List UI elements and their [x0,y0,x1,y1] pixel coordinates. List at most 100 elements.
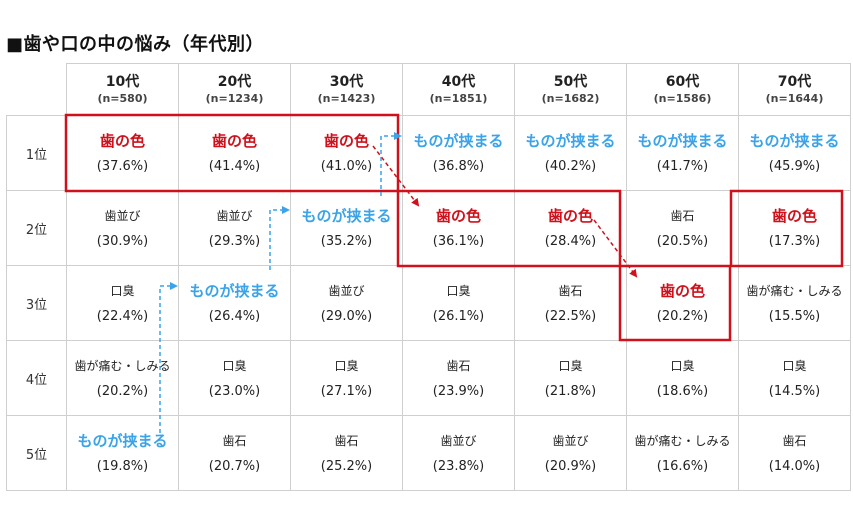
cell-20s: 歯並び (29.3%) [178,190,291,266]
concern-label: 歯の色 [771,206,817,225]
concern-label: 歯が痛む・しみる [634,433,731,448]
age-label: 50代 [553,73,588,90]
ranking-body: 1位 歯の色 (37.6%) 歯の色 (41.4%) 歯の色 (41.0%) ものが挟まる (3… [6,115,851,491]
age-label: 60代 [665,73,700,90]
column-header-10s: 10代 (n=580) [66,63,179,116]
percentage-value: (29.3%) [208,233,261,249]
cell-40s: 歯並び (23.8%) [402,415,515,491]
cell-30s: 歯の色 (41.0%) [290,115,403,191]
cell-40s: ものが挟まる (36.8%) [402,115,515,191]
percentage-value: (36.1%) [432,233,485,249]
cell-50s: 歯並び (20.9%) [514,415,627,491]
cell-30s: 歯並び (29.0%) [290,265,403,341]
concern-label: 歯石 [446,358,471,373]
sample-size: (n=1851) [429,91,488,105]
rank-label: 4位 [6,340,67,416]
percentage-value: (17.3%) [768,233,821,249]
sample-size: (n=580) [97,91,148,105]
cell-40s: 歯の色 (36.1%) [402,190,515,266]
percentage-value: (20.9%) [544,458,597,474]
cell-50s: 歯の色 (28.4%) [514,190,627,266]
cell-60s: ものが挟まる (41.7%) [626,115,739,191]
concern-label: ものが挟まる [525,131,616,150]
cell-50s: 歯石 (22.5%) [514,265,627,341]
percentage-value: (15.5%) [768,308,821,324]
concern-label: 歯石 [558,283,583,298]
cell-60s: 口臭 (18.6%) [626,340,739,416]
concern-label: 歯並び [552,433,589,448]
cell-70s: 歯が痛む・しみる (15.5%) [738,265,851,341]
age-label: 30代 [329,73,364,90]
concern-label: ものが挟まる [749,131,840,150]
cell-60s: 歯石 (20.5%) [626,190,739,266]
percentage-value: (23.9%) [432,383,485,399]
concern-label: 歯の色 [99,131,145,150]
rank-row: 1位 歯の色 (37.6%) 歯の色 (41.4%) 歯の色 (41.0%) ものが挟まる (3… [6,115,851,191]
cell-50s: ものが挟まる (40.2%) [514,115,627,191]
cell-10s: 歯並び (30.9%) [66,190,179,266]
cell-30s: 歯石 (25.2%) [290,415,403,491]
concern-label: 口臭 [446,283,471,298]
percentage-value: (26.1%) [432,308,485,324]
percentage-value: (18.6%) [656,383,709,399]
ranking-table: 10代 (n=580) 20代 (n=1234) 30代 (n=1423) 40代 (n… [6,63,851,491]
concern-label: 口臭 [670,358,695,373]
column-header-50s: 50代 (n=1682) [514,63,627,116]
concern-label: 歯石 [334,433,359,448]
rank-label: 2位 [6,190,67,266]
page-title: ■歯や口の中の悩み（年代別） [6,34,265,55]
age-label: 70代 [777,73,812,90]
percentage-value: (22.4%) [96,308,149,324]
cell-50s: 口臭 (21.8%) [514,340,627,416]
concern-label: 歯が痛む・しみる [746,283,843,298]
rank-row: 3位 口臭 (22.4%) ものが挟まる (26.4%) 歯並び (29.0%) 口臭 (26.… [6,265,851,341]
sample-size: (n=1234) [205,91,264,105]
percentage-value: (25.2%) [320,458,373,474]
sample-size: (n=1682) [541,91,600,105]
concern-label: 歯並び [104,208,141,223]
corner-cell [6,63,67,116]
percentage-value: (20.7%) [208,458,261,474]
cell-20s: 歯石 (20.7%) [178,415,291,491]
concern-label: 歯の色 [435,206,481,225]
age-label: 40代 [441,73,476,90]
concern-label: 口臭 [558,358,583,373]
percentage-value: (41.0%) [320,158,373,174]
cell-60s: 歯の色 (20.2%) [626,265,739,341]
concern-label: 口臭 [782,358,807,373]
header-row: 10代 (n=580) 20代 (n=1234) 30代 (n=1423) 40代 (n… [6,63,851,116]
sample-size: (n=1586) [653,91,712,105]
column-header-60s: 60代 (n=1586) [626,63,739,116]
cell-60s: 歯が痛む・しみる (16.6%) [626,415,739,491]
age-label: 20代 [217,73,252,90]
percentage-value: (14.0%) [768,458,821,474]
rank-row: 5位 ものが挟まる (19.8%) 歯石 (20.7%) 歯石 (25.2%) 歯並び (23.… [6,415,851,491]
rank-label: 3位 [6,265,67,341]
percentage-value: (27.1%) [320,383,373,399]
concern-label: 歯石 [782,433,807,448]
percentage-value: (21.8%) [544,383,597,399]
cell-20s: 歯の色 (41.4%) [178,115,291,191]
cell-40s: 歯石 (23.9%) [402,340,515,416]
cell-40s: 口臭 (26.1%) [402,265,515,341]
percentage-value: (19.8%) [96,458,149,474]
percentage-value: (45.9%) [768,158,821,174]
concern-label: ものが挟まる [77,431,168,450]
cell-30s: ものが挟まる (35.2%) [290,190,403,266]
concern-label: 口臭 [334,358,359,373]
percentage-value: (28.4%) [544,233,597,249]
cell-70s: 歯の色 (17.3%) [738,190,851,266]
concern-label: ものが挟まる [637,131,728,150]
percentage-value: (41.7%) [656,158,709,174]
rank-row: 2位 歯並び (30.9%) 歯並び (29.3%) ものが挟まる (35.2%) 歯の色 (3… [6,190,851,266]
concern-label: 歯の色 [659,281,705,300]
percentage-value: (37.6%) [96,158,149,174]
concern-label: 歯が痛む・しみる [74,358,171,373]
percentage-value: (20.5%) [656,233,709,249]
concern-label: ものが挟まる [189,281,280,300]
cell-30s: 口臭 (27.1%) [290,340,403,416]
concern-label: ものが挟まる [301,206,392,225]
cell-70s: 歯石 (14.0%) [738,415,851,491]
sample-size: (n=1644) [765,91,824,105]
cell-10s: 歯が痛む・しみる (20.2%) [66,340,179,416]
